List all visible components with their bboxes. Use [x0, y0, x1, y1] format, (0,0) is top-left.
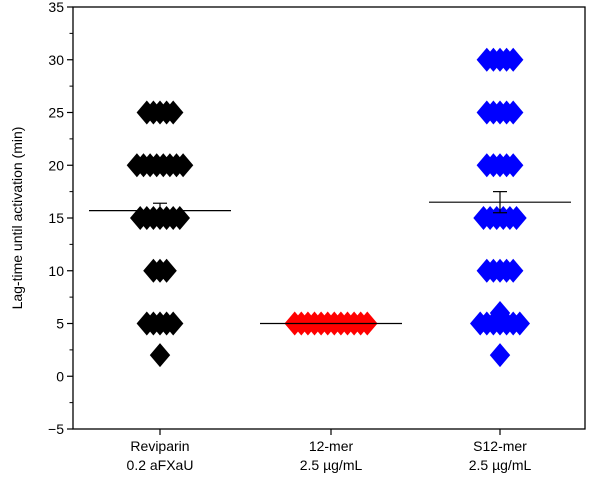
- x-tick-label-line2: 0.2 aFXaU: [127, 457, 194, 473]
- data-point-diamond: [163, 100, 184, 125]
- data-point-diamond: [156, 258, 177, 283]
- x-tick-label-line2: 2.5 µg/mL: [469, 457, 532, 473]
- y-tick-label: 0: [56, 368, 64, 384]
- data-point-diamond: [169, 206, 190, 230]
- x-tick-label-line1: S12-mer: [473, 438, 527, 454]
- y-tick-label: −5: [48, 421, 64, 437]
- data-point-diamond: [506, 206, 527, 230]
- x-tick-label-line1: 12-mer: [309, 438, 354, 454]
- plot-frame: [72, 6, 586, 430]
- data-point-diamond: [172, 153, 194, 178]
- y-tick-label: 20: [48, 157, 64, 173]
- data-point-diamond: [503, 153, 524, 178]
- data-point-diamond: [503, 47, 524, 72]
- y-axis-label: Lag-time until activation (min): [9, 127, 25, 310]
- y-tick-label: 15: [48, 210, 64, 226]
- x-tick-label-line2: 2.5 µg/mL: [300, 457, 363, 473]
- x-tick-label-line1: Reviparin: [130, 438, 189, 454]
- y-tick-label: 35: [48, 0, 64, 15]
- y-tick-label: 25: [48, 105, 64, 121]
- data-point-diamond: [163, 311, 184, 336]
- y-tick-label: 10: [48, 263, 64, 279]
- data-point-diamond: [149, 343, 171, 368]
- data-point-diamond: [503, 258, 524, 283]
- data-point-diamond: [503, 100, 524, 125]
- y-tick-label: 5: [56, 316, 64, 332]
- data-point-diamond: [509, 311, 530, 336]
- data-point-diamond: [489, 343, 511, 368]
- y-tick-label: 30: [48, 52, 64, 68]
